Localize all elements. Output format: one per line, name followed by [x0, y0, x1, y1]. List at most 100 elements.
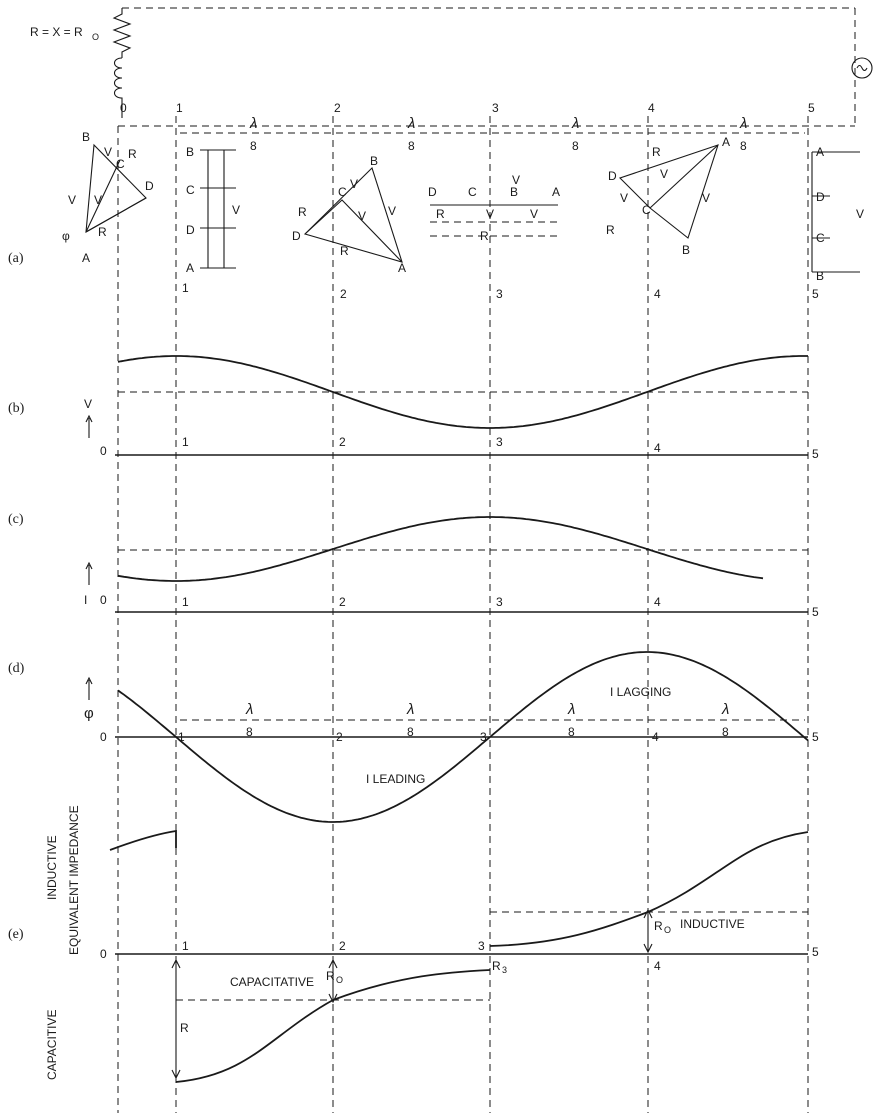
station-3-label: 3 [496, 287, 503, 301]
station-labels-top: 0 1 2 3 4 5 [120, 101, 815, 115]
vector-diagram-station-5: A D C B V 5 [811, 145, 864, 301]
current-axis-arrow [85, 561, 93, 585]
lambda-label-1: λ [249, 115, 257, 132]
vec-VF-2: V [358, 209, 366, 223]
phase-eight-2: 8 [407, 725, 414, 739]
r3-label-sub: 3 [502, 965, 507, 975]
vec-VR-4: V [620, 191, 628, 205]
scale-3-VR: V [486, 207, 494, 221]
scale-5-B: B [816, 269, 824, 283]
lagging-label: I LAGGING [610, 685, 671, 699]
current-station-5: 5 [812, 605, 819, 619]
panel-label-c: (c) [8, 512, 24, 527]
ro-dimension-arrow-inductive [643, 908, 653, 954]
station-5-label: 5 [812, 287, 819, 301]
phase-lambda-4: λ [721, 701, 729, 718]
scale-1-D: D [186, 223, 195, 237]
scale-3-RoI: R [480, 229, 489, 243]
station-5: 5 [808, 101, 815, 115]
current-curve [117, 516, 764, 582]
lambda-label-2: λ [407, 115, 415, 132]
station-3: 3 [492, 101, 499, 115]
triangle-2 [303, 166, 403, 263]
station-0: 0 [120, 101, 127, 115]
current-station-1: 1 [182, 595, 189, 609]
scale-3-RoIR: R [436, 207, 445, 221]
r3-label: R [492, 959, 501, 973]
vertex-D-2: D [292, 229, 301, 243]
vec-VR-0: V [104, 145, 112, 159]
phase-eight-1: 8 [246, 725, 253, 739]
capacitative-label: CAPACITATIVE [230, 975, 314, 989]
vec-RoIR-4: R [606, 223, 615, 237]
scale-3-C: C [468, 185, 477, 199]
vertex-B-4: B [682, 243, 690, 257]
vec-VF-4: V [660, 167, 668, 181]
scale-1-lines [207, 150, 225, 268]
vertex-A-0: A [82, 251, 90, 265]
scale-1-B: B [186, 145, 194, 159]
r-dimension-arrow [171, 958, 181, 1080]
vec-VF-0: V [94, 193, 102, 207]
vertex-D-0: D [145, 179, 154, 193]
station-2: 2 [334, 101, 341, 115]
phi-label-0: φ [62, 229, 70, 243]
vec-V-0: V [68, 193, 76, 207]
vertex-A-4: A [722, 135, 730, 149]
vec-V-2: V [388, 204, 396, 218]
impedance-station-2: 2 [339, 939, 346, 953]
ro-label-inductive: R [654, 919, 663, 933]
current-station-2: 2 [339, 595, 346, 609]
vertex-C-4: C [642, 203, 651, 217]
vector-diagram-station-2: B C V R D V V R A 2 [292, 154, 406, 301]
vec-RoI-2: R [340, 244, 349, 258]
station-4-label: 4 [654, 287, 661, 301]
station-guide-lines [117, 116, 809, 1113]
phase-zero: 0 [100, 730, 107, 744]
panel-b-voltage: (b) V 0 1 2 3 4 5 [8, 355, 819, 461]
impedance-zero: 0 [100, 947, 107, 961]
scale-5-V: V [856, 207, 864, 221]
phase-axis-arrow [85, 676, 93, 700]
impedance-station-4: 4 [654, 959, 661, 973]
vector-diagram-station-1: B C D A V 1 [182, 145, 240, 295]
scale-3-A: A [552, 185, 560, 199]
panel-d-phase: (d) φ 0 λ 8 λ 8 λ 8 λ 8 I LEADING I LAGG… [8, 651, 819, 823]
panel-label-e: (e) [8, 927, 24, 942]
vector-diagram-station-4: A D R V V C V R B 4 [606, 135, 730, 301]
triangle-4-inner [649, 144, 719, 209]
lambda-label-3: λ [571, 115, 579, 132]
station-4: 4 [648, 101, 655, 115]
vec-RoI-0: R [98, 225, 107, 239]
phase-station-1: 1 [178, 730, 185, 744]
lambda-label-4: λ [739, 115, 747, 132]
scale-1-V: V [232, 203, 240, 217]
eight-label-2: 8 [408, 139, 415, 153]
eight-label-4: 8 [740, 139, 747, 153]
triangle-2-inner [304, 199, 403, 263]
inductive-axis-label: INDUCTIVE [45, 835, 59, 900]
current-axis-symbol: I [84, 593, 87, 607]
current-zero: 0 [100, 593, 107, 607]
panel-label-d: (d) [8, 661, 25, 676]
voltage-station-4: 4 [654, 441, 661, 455]
station-2-label: 2 [340, 287, 347, 301]
leading-label: I LEADING [366, 772, 425, 786]
impedance-station-1: 1 [182, 939, 189, 953]
load-label-subscript: O [92, 32, 99, 42]
ro-dimension-arrow-capacitive [328, 958, 338, 1004]
triangle-0-inner [85, 159, 147, 233]
scale-5-A: A [816, 145, 824, 159]
phase-station-4: 4 [652, 730, 659, 744]
scale-3-dims [430, 221, 558, 237]
vec-V-4: V [702, 191, 710, 205]
equivalent-impedance-axis-label: EQUIVALENT IMPEDANCE [67, 805, 81, 955]
phase-eight-3: 8 [568, 725, 575, 739]
lambda-dimension-top: λ 8 λ 8 λ 8 λ 8 [180, 115, 805, 153]
vertex-B-0: B [82, 130, 90, 144]
phase-station-3: 3 [480, 730, 487, 744]
capacitive-axis-label: CAPACITIVE [45, 1010, 59, 1080]
voltage-axis-arrow [85, 414, 93, 438]
